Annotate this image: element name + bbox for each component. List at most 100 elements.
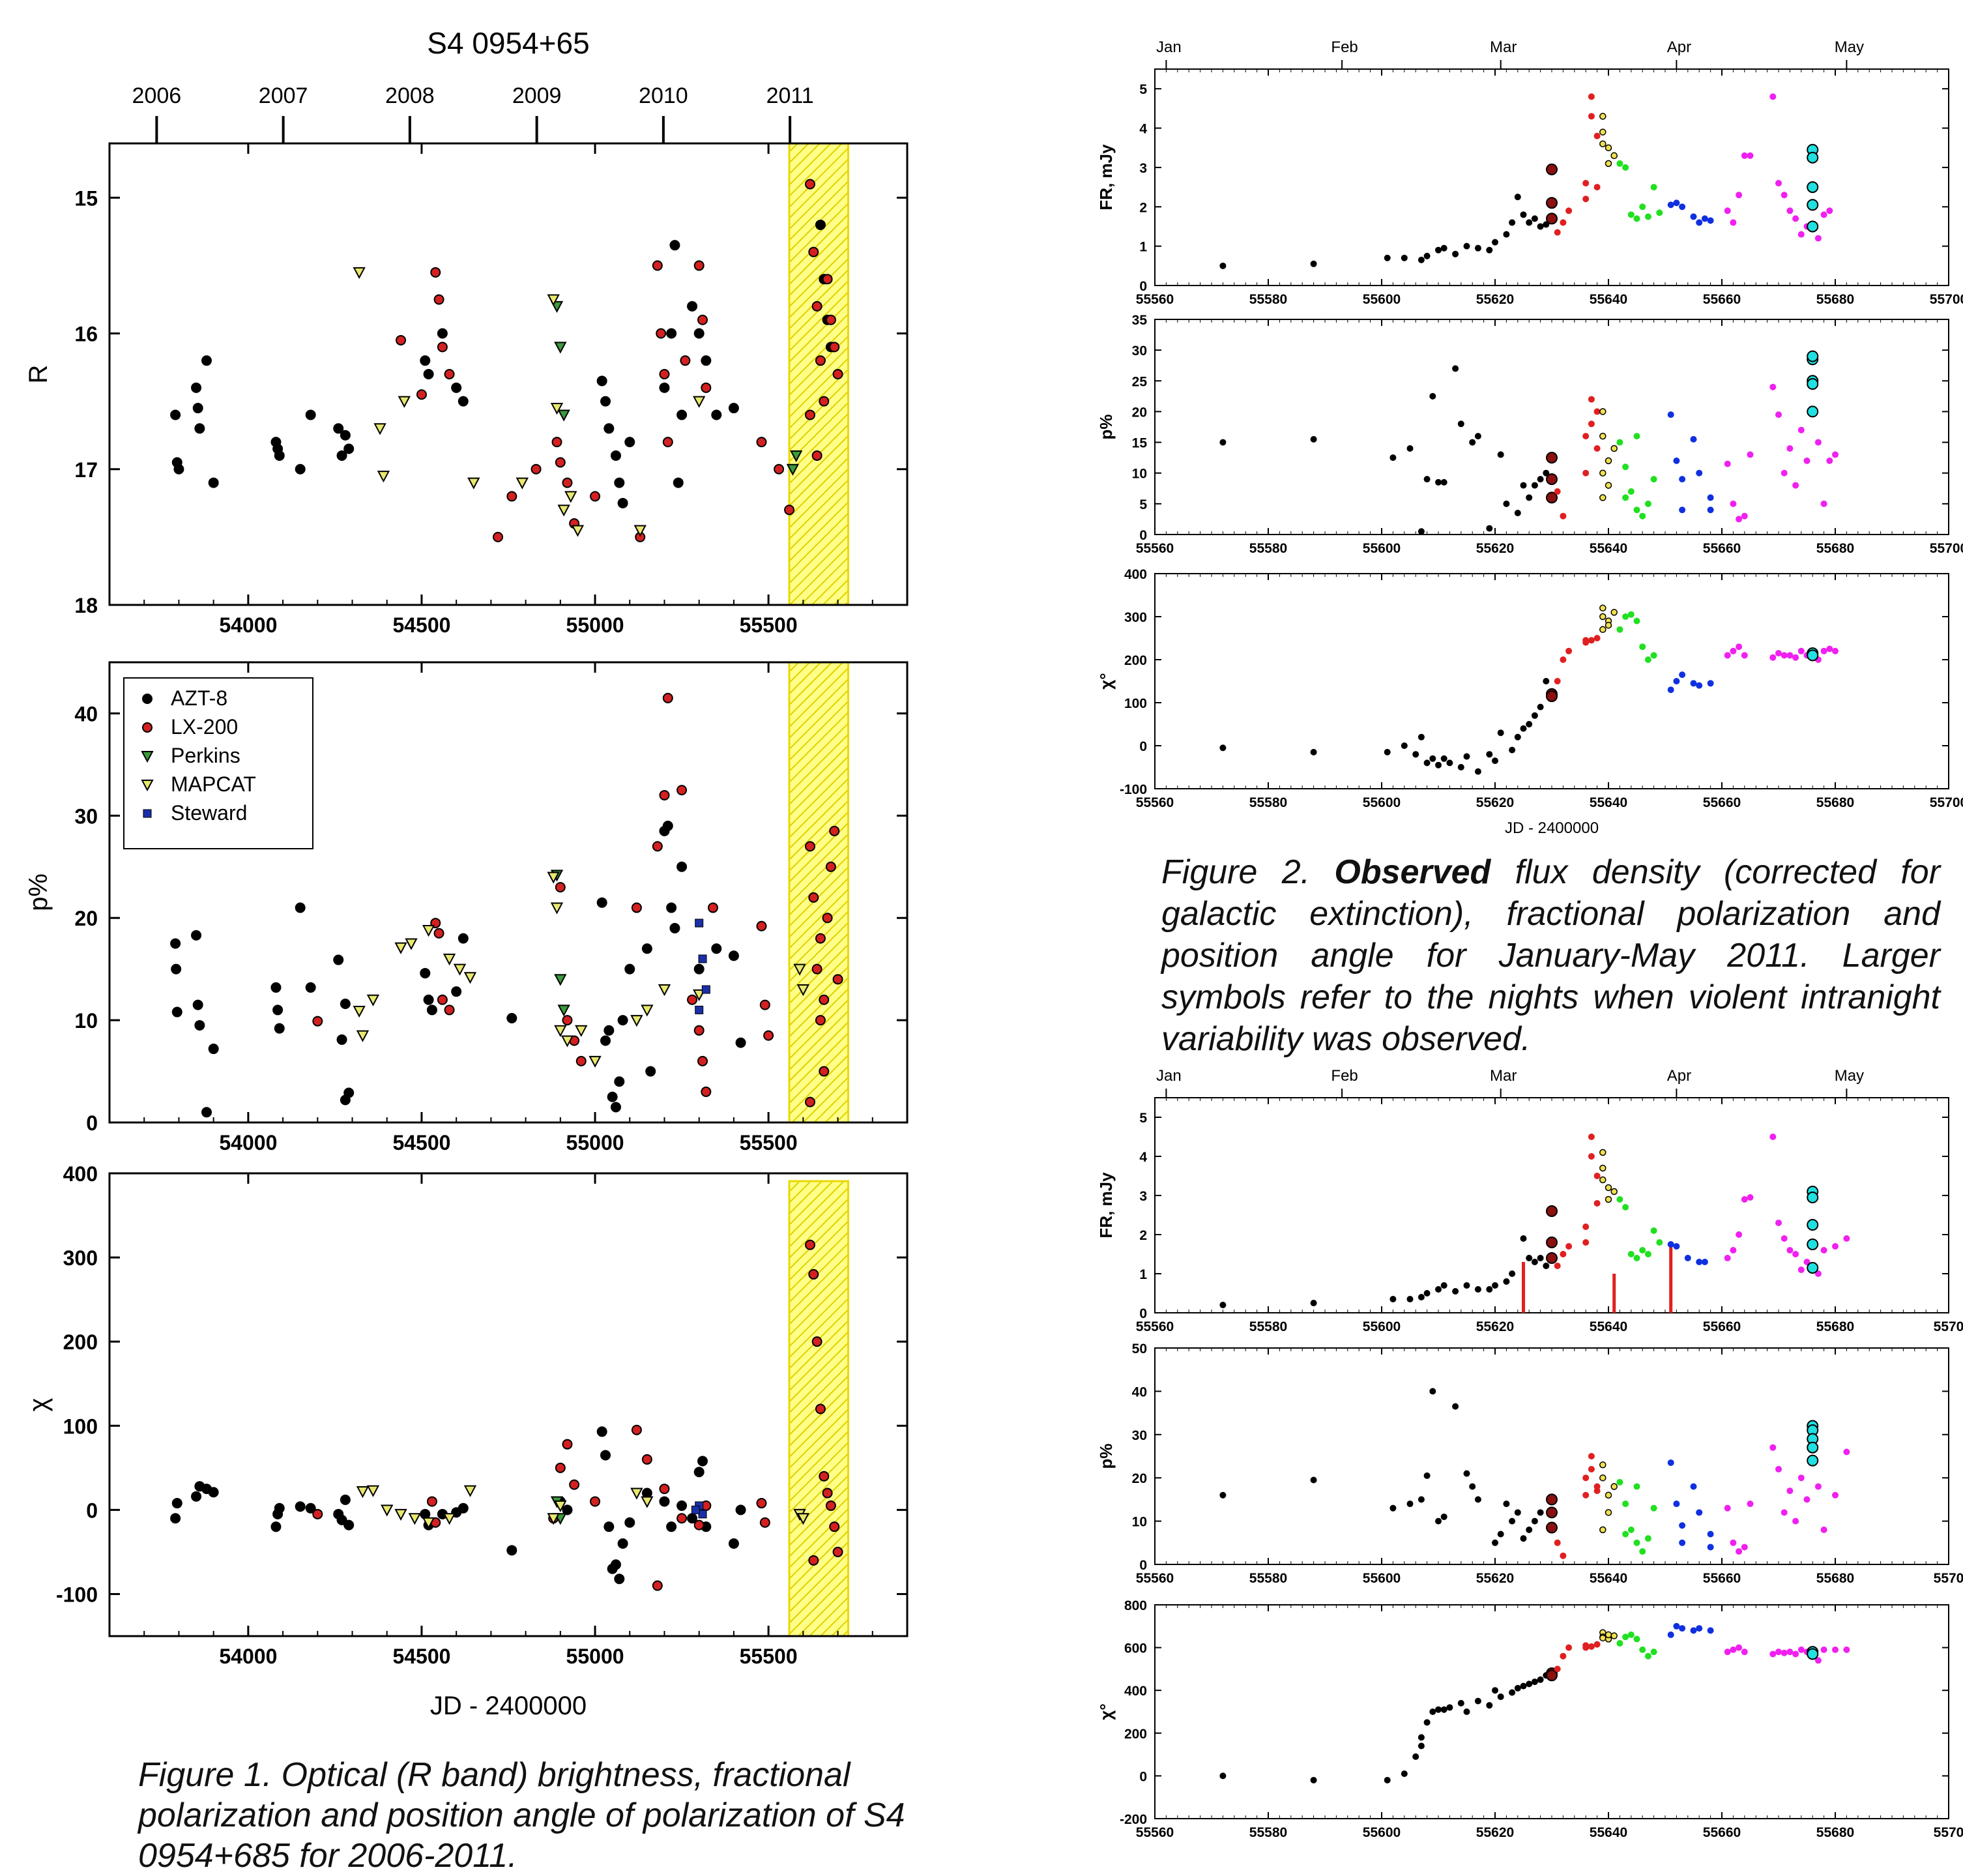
y-tick-label: 18 <box>74 594 98 617</box>
data-point <box>343 443 355 454</box>
data-point <box>652 260 663 271</box>
panel-frame <box>1154 68 1949 286</box>
data-point <box>1730 647 1737 654</box>
data-point <box>453 963 467 976</box>
data-point <box>641 1004 654 1017</box>
data-point <box>1537 1509 1544 1516</box>
data-point <box>1690 435 1697 443</box>
x-tick-label: 55660 <box>1703 292 1741 307</box>
data-point <box>437 994 448 1005</box>
data-point <box>270 1521 282 1532</box>
data-point <box>1781 192 1788 199</box>
data-point <box>1543 221 1550 228</box>
x-tick-label: 55580 <box>1249 1825 1287 1840</box>
y-tick-label: 5 <box>1139 82 1147 97</box>
data-point <box>443 953 456 966</box>
data-point <box>1707 1531 1714 1538</box>
data-point <box>808 246 819 257</box>
data-point <box>1807 199 1819 211</box>
data-point <box>1418 1734 1425 1741</box>
y-tick-label: 35 <box>1132 313 1148 328</box>
data-point <box>1656 209 1663 216</box>
data-point <box>1832 647 1839 654</box>
data-point <box>687 994 698 1005</box>
data-point <box>756 1498 767 1509</box>
data-point <box>1616 1640 1623 1647</box>
data-point <box>1474 433 1481 440</box>
data-point <box>340 430 351 441</box>
data-point <box>274 1023 285 1034</box>
data-point <box>1786 1488 1794 1495</box>
data-point <box>1560 1652 1567 1660</box>
data-point <box>1565 207 1573 214</box>
data-point <box>312 1508 323 1519</box>
year-tick-label: 2011 <box>766 83 814 108</box>
data-point <box>1531 482 1538 489</box>
data-point <box>1440 478 1447 486</box>
data-point <box>575 1025 588 1037</box>
data-point <box>1418 1294 1425 1300</box>
data-point <box>1792 1650 1799 1658</box>
data-point <box>1724 1504 1731 1512</box>
y-tick-label: 5 <box>1139 497 1147 512</box>
data-point <box>735 1504 746 1516</box>
y-tick-label: 3 <box>1139 1189 1147 1204</box>
data-point <box>555 882 566 893</box>
data-point <box>1599 613 1607 621</box>
x-tick-label: 55600 <box>1363 1571 1401 1586</box>
data-point <box>1707 1627 1714 1634</box>
data-point <box>630 1488 643 1500</box>
data-point <box>443 1513 456 1525</box>
data-point <box>1650 476 1657 483</box>
data-point <box>170 1513 181 1524</box>
data-point <box>408 1513 421 1525</box>
year-tick-label: 2006 <box>132 83 182 108</box>
data-point <box>1736 1231 1743 1238</box>
y-tick-label: 25 <box>1132 374 1148 389</box>
data-point <box>1724 1255 1731 1261</box>
data-point <box>1741 1196 1748 1203</box>
data-point <box>1588 93 1595 100</box>
data-point <box>1452 1403 1459 1410</box>
data-point <box>1520 1535 1527 1542</box>
data-point <box>1814 1483 1822 1490</box>
data-point <box>1560 656 1567 663</box>
x-tick-label: 55560 <box>1136 1319 1174 1334</box>
data-point <box>1807 181 1819 194</box>
data-point <box>562 1015 573 1026</box>
data-point <box>641 1454 652 1465</box>
data-point <box>1673 1622 1680 1630</box>
y-tick-label: -100 <box>56 1583 98 1606</box>
data-point <box>1843 1235 1850 1242</box>
data-point <box>366 994 380 1006</box>
data-point <box>1469 439 1476 446</box>
data-point <box>763 1030 774 1041</box>
data-point <box>1469 1483 1476 1490</box>
data-point <box>1605 1491 1612 1499</box>
data-point <box>645 1066 656 1077</box>
figure2-caption-rest: flux density (corrected for galactic ext… <box>1161 853 1941 1058</box>
panel-frame <box>1154 1604 1949 1819</box>
data-point <box>554 974 567 986</box>
data-point <box>1707 494 1714 501</box>
data-point <box>669 922 680 933</box>
data-point <box>1616 439 1623 446</box>
data-point <box>1554 1539 1561 1546</box>
data-point <box>1554 488 1561 495</box>
legend-label: Perkins <box>171 744 240 767</box>
data-point <box>557 505 570 517</box>
data-point <box>659 382 670 393</box>
data-point <box>1593 1488 1601 1495</box>
data-point <box>1724 1649 1731 1656</box>
data-point <box>1582 637 1590 644</box>
data-point <box>1588 1643 1595 1650</box>
data-point <box>630 1015 643 1027</box>
data-point <box>1656 1239 1663 1246</box>
figure1-x-axis-label: JD - 2400000 <box>430 1692 587 1720</box>
data-point <box>1786 1649 1794 1656</box>
data-point <box>1546 1493 1558 1506</box>
data-point <box>656 328 667 339</box>
data-point <box>1775 1649 1782 1656</box>
data-point <box>1599 128 1607 136</box>
data-point <box>547 294 560 306</box>
